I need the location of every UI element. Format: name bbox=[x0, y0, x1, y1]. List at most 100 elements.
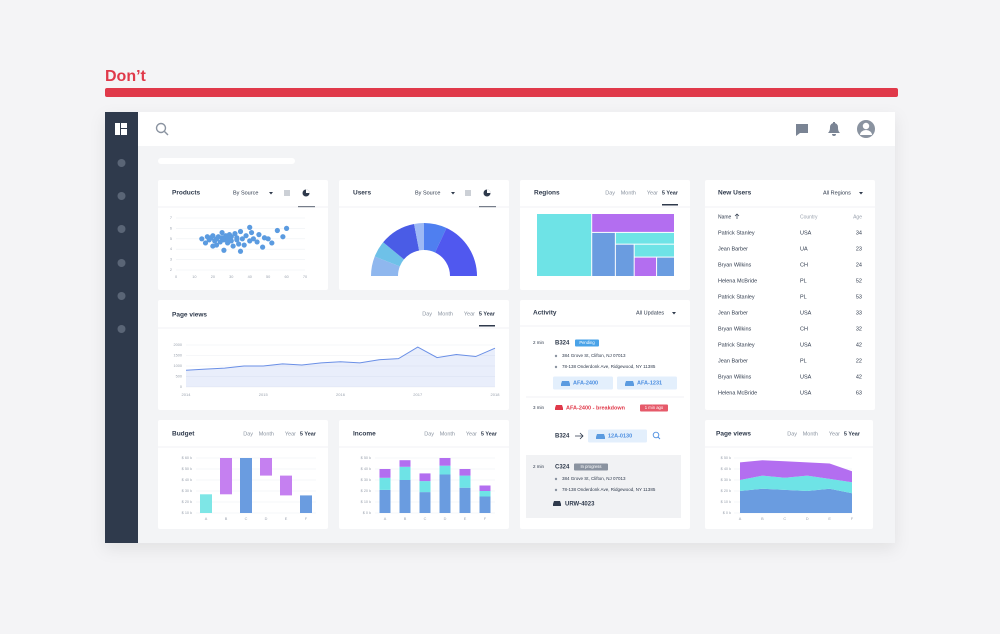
tab[interactable]: Year bbox=[647, 190, 658, 196]
column-header: Name bbox=[718, 214, 732, 220]
stop-dot bbox=[554, 365, 558, 369]
y-tick-label: 5 bbox=[170, 237, 172, 241]
table-cell: 22 bbox=[856, 358, 862, 364]
y-tick-label: $ 10 k bbox=[361, 500, 371, 504]
tab[interactable]: Day bbox=[787, 431, 797, 437]
dropdown-caret bbox=[269, 192, 273, 195]
table-cell: 42 bbox=[856, 342, 862, 348]
stacked-bar bbox=[419, 492, 431, 513]
unit-button[interactable] bbox=[553, 376, 613, 390]
point bbox=[254, 239, 260, 245]
tab[interactable]: Year bbox=[829, 431, 840, 437]
tab[interactable]: Day bbox=[424, 431, 434, 437]
y-tick-label: $ 30 k bbox=[361, 478, 371, 482]
tab[interactable]: 5 Year bbox=[300, 431, 317, 437]
tab-underline bbox=[479, 325, 495, 327]
point bbox=[248, 229, 255, 236]
table-cell: 24 bbox=[856, 262, 862, 268]
time: 2 min bbox=[533, 464, 545, 469]
table-cell: Bryan Wilkins bbox=[718, 326, 752, 332]
stacked-area bbox=[740, 475, 852, 494]
table-cell: USA bbox=[800, 390, 812, 396]
x-tick-label: F bbox=[305, 517, 308, 521]
car-icon bbox=[553, 501, 561, 506]
tab[interactable]: 5 Year bbox=[481, 431, 498, 437]
x-tick-label: 50 bbox=[266, 275, 270, 279]
address: 78-138 Onderdonk Ave, Ridgewood, NY 1138… bbox=[562, 487, 656, 492]
y-tick-label: $ 60 k bbox=[182, 456, 192, 460]
dropdown[interactable]: By Source bbox=[233, 190, 258, 196]
stacked-bar bbox=[379, 477, 391, 490]
point bbox=[280, 234, 286, 240]
tab[interactable]: Year bbox=[285, 431, 296, 437]
search-icon[interactable] bbox=[155, 122, 169, 136]
tab[interactable]: Month bbox=[440, 431, 455, 437]
bell-icon[interactable] bbox=[828, 122, 840, 136]
tab-underline bbox=[662, 204, 678, 206]
address: 384 Grove St, Clifton, NJ 07013 bbox=[562, 353, 626, 358]
nav-dots[interactable] bbox=[117, 159, 126, 333]
card-title: Regions bbox=[534, 190, 560, 197]
x-tick-label: 2015 bbox=[259, 392, 269, 397]
point bbox=[232, 231, 238, 237]
table-cell: USA bbox=[800, 310, 812, 316]
stacked-area bbox=[740, 488, 852, 513]
unit-code[interactable]: AFA-2400 bbox=[573, 380, 598, 386]
unit-button[interactable] bbox=[588, 429, 647, 443]
unit-code[interactable]: AFA-1231 bbox=[637, 380, 662, 386]
y-tick-label: $ 40 k bbox=[361, 467, 371, 471]
dropdown[interactable]: By Source bbox=[415, 190, 440, 196]
treemap-cell bbox=[592, 232, 615, 276]
search-button[interactable] bbox=[652, 431, 661, 440]
address: 384 Grove St, Clifton, NJ 07013 bbox=[562, 476, 626, 481]
chat-icon[interactable] bbox=[796, 124, 808, 136]
tab[interactable]: Year bbox=[464, 311, 475, 317]
vehicle-code: C324 bbox=[555, 465, 570, 471]
card bbox=[705, 180, 875, 410]
point bbox=[269, 240, 275, 246]
tab[interactable]: Month bbox=[621, 190, 636, 196]
list-icon[interactable] bbox=[284, 190, 290, 196]
tab[interactable]: 5 Year bbox=[662, 190, 679, 196]
tab[interactable]: Day bbox=[243, 431, 253, 437]
avatar[interactable] bbox=[857, 120, 875, 138]
stacked-bar bbox=[379, 489, 391, 513]
arrow bbox=[575, 432, 584, 440]
y-tick-label: $ 10 k bbox=[182, 511, 192, 515]
tab[interactable]: Day bbox=[605, 190, 615, 196]
card-title: Products bbox=[172, 190, 201, 197]
area-fill bbox=[186, 347, 495, 387]
range-bar bbox=[300, 495, 312, 513]
y-tick-label: $ 30 k bbox=[182, 489, 192, 493]
list-icon[interactable] bbox=[465, 190, 471, 196]
tab[interactable]: 5 Year bbox=[844, 431, 861, 437]
card-title: Users bbox=[353, 190, 371, 197]
y-tick-label: 2 bbox=[170, 268, 172, 272]
tab[interactable]: Day bbox=[422, 311, 432, 317]
dropdown[interactable]: All Updates bbox=[636, 310, 664, 316]
point bbox=[274, 227, 280, 234]
y-tick-label: $ 10 k bbox=[721, 500, 731, 504]
tab[interactable]: Month bbox=[438, 311, 453, 317]
x-tick-label: A bbox=[205, 517, 208, 521]
point bbox=[228, 234, 234, 240]
tab[interactable]: 5 Year bbox=[479, 311, 496, 317]
dropdown[interactable]: All Regions bbox=[823, 190, 851, 196]
tab[interactable]: Year bbox=[466, 431, 477, 437]
tab[interactable]: Month bbox=[803, 431, 818, 437]
stacked-bar bbox=[479, 496, 491, 513]
treemap-cell bbox=[615, 244, 634, 276]
unit-button[interactable] bbox=[617, 376, 677, 390]
x-tick-label: B bbox=[404, 517, 407, 521]
y-tick-label: $ 40 k bbox=[182, 478, 192, 482]
unit-code[interactable]: 12A-0130 bbox=[608, 433, 632, 439]
stacked-bar bbox=[439, 465, 451, 475]
table-cell: Helena McBride bbox=[718, 278, 757, 284]
status-badge bbox=[575, 339, 599, 347]
y-tick-label: $ 50 k bbox=[721, 456, 731, 460]
y-tick-label: 4 bbox=[170, 247, 172, 251]
column-header: Country bbox=[800, 214, 818, 220]
table-cell: Jean Barber bbox=[718, 358, 748, 364]
tab[interactable]: Month bbox=[259, 431, 274, 437]
